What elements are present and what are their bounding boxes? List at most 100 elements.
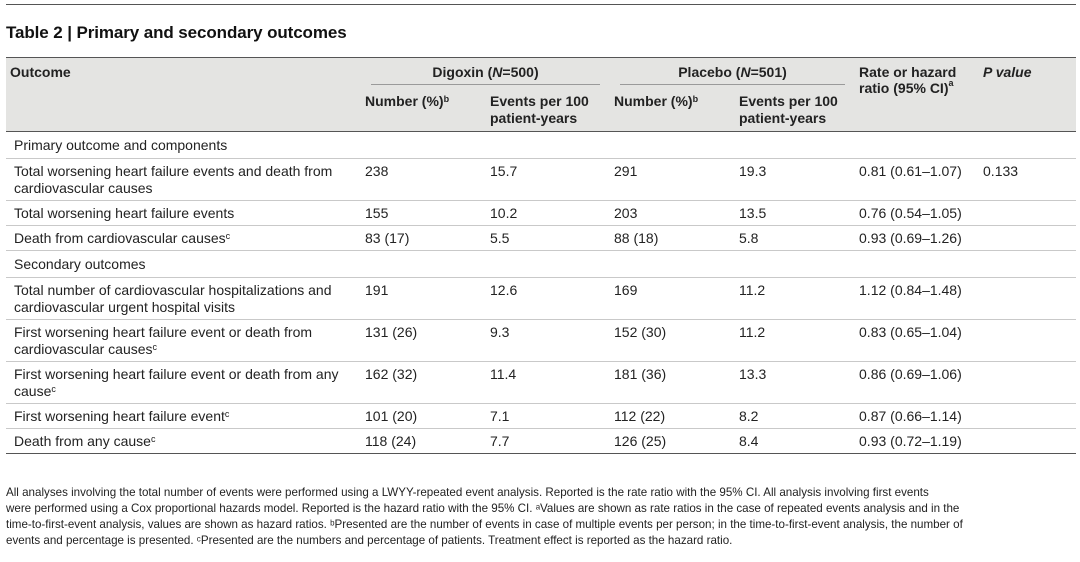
ratio-cell: 0.81 (0.61–1.07)	[855, 158, 980, 201]
ratio-cell: 1.12 (0.84–1.48)	[855, 277, 980, 320]
pvalue-cell	[979, 428, 1077, 454]
ratio-cell: 0.93 (0.69–1.26)	[855, 225, 980, 251]
footnote-marker: c	[224, 409, 230, 419]
header-ratio-label: Rate or hazard ratio (95% CI)	[859, 64, 957, 96]
outcome-cell: Total worsening heart failure events	[6, 200, 361, 226]
digoxin-events-cell: 10.2	[486, 200, 610, 226]
footnote-marker-b: b	[443, 94, 450, 104]
header-number-label: Number (%)	[614, 93, 693, 109]
footnote-line: were performed using a Cox proportional …	[6, 502, 960, 515]
digoxin-number-cell: 118 (24)	[361, 428, 486, 454]
digoxin-events-cell: 7.1	[486, 403, 610, 429]
ratio-cell: 0.76 (0.54–1.05)	[855, 200, 980, 226]
pvalue-cell	[979, 200, 1077, 226]
digoxin-events-cell: 15.7	[486, 158, 610, 201]
placebo-number-cell: 126 (25)	[610, 428, 735, 454]
header-pvalue: P value	[979, 57, 1077, 132]
header-placebo-group: Placebo (N=501)	[610, 57, 856, 91]
section-row: Secondary outcomes	[6, 250, 1077, 278]
placebo-events-cell: 8.2	[735, 403, 856, 429]
ratio-cell: 0.87 (0.66–1.14)	[855, 403, 980, 429]
outcome-label: First worsening heart failure event	[14, 408, 225, 424]
footnote-marker: c	[225, 231, 231, 241]
outcome-cell: Total number of cardiovascular hospitali…	[6, 277, 361, 320]
outcomes-table: Outcome Digoxin (N=500) Placebo (N=501) …	[6, 57, 1077, 454]
header-pvalue-label: P value	[983, 64, 1032, 80]
placebo-events-cell: 5.8	[735, 225, 856, 251]
table-body: Primary outcome and components Total wors…	[6, 131, 1077, 454]
table-row: Total worsening heart failure events 155 1…	[6, 200, 1077, 226]
footnote-marker-b: b	[692, 94, 699, 104]
table-title: Table 2 | Primary and secondary outcomes	[6, 23, 347, 42]
digoxin-events-cell: 5.5	[486, 225, 610, 251]
header-placebo-label: Placebo (N=501)	[620, 64, 846, 85]
placebo-events-cell: 11.2	[735, 277, 856, 320]
digoxin-number-cell: 101 (20)	[361, 403, 486, 429]
table-footnote: All analyses involving the total number …	[6, 485, 1072, 549]
table-row: First worsening heart failure event or d…	[6, 319, 1077, 362]
placebo-number-cell: 291	[610, 158, 735, 201]
table-row: Death from cardiovascular causesc 83 (17)…	[6, 225, 1077, 251]
table-row: First worsening heart failure eventc 101 …	[6, 403, 1077, 429]
outcomes-table-container: Outcome Digoxin (N=500) Placebo (N=501) …	[6, 57, 1077, 454]
digoxin-events-cell: 11.4	[486, 361, 610, 404]
placebo-events-cell: 8.4	[735, 428, 856, 454]
outcome-label: Death from cardiovascular causes	[14, 230, 226, 246]
pvalue-cell	[979, 225, 1077, 251]
section-row: Primary outcome and components	[6, 131, 1077, 159]
placebo-events-cell: 19.3	[735, 158, 856, 201]
placebo-number-cell: 112 (22)	[610, 403, 735, 429]
digoxin-number-cell: 155	[361, 200, 486, 226]
header-placebo-events: Events per 100 patient-years	[735, 91, 856, 132]
footnote-marker: c	[51, 384, 56, 394]
footnote-marker-a: a	[948, 78, 954, 88]
footnote-line: events and percentage is presented. ᶜPre…	[6, 534, 733, 547]
top-rule	[6, 4, 1076, 5]
header-digoxin-label: Digoxin (N=500)	[371, 64, 600, 85]
placebo-number-cell: 88 (18)	[610, 225, 735, 251]
outcome-label: Total worsening heart failure events and…	[14, 163, 333, 196]
digoxin-number-cell: 83 (17)	[361, 225, 486, 251]
pvalue-cell: 0.133	[979, 158, 1077, 201]
section-label: Secondary outcomes	[6, 250, 1077, 278]
footnote-line: All analyses involving the total number …	[6, 486, 929, 499]
digoxin-events-cell: 7.7	[486, 428, 610, 454]
footnote-line: time-to-first-event analysis, values are…	[6, 518, 963, 531]
outcome-cell: First worsening heart failure eventc	[6, 403, 361, 429]
outcome-label: First worsening heart failure event or d…	[14, 366, 339, 399]
placebo-events-cell: 13.3	[735, 361, 856, 404]
placebo-number-cell: 181 (36)	[610, 361, 735, 404]
placebo-number-cell: 169	[610, 277, 735, 320]
header-placebo-number: Number (%)b	[610, 91, 735, 132]
table-row: Death from any causec 118 (24) 7.7 126 (25)…	[6, 428, 1077, 454]
outcome-label: Total worsening heart failure events	[14, 205, 235, 221]
outcome-cell: Death from cardiovascular causesc	[6, 225, 361, 251]
placebo-events-cell: 11.2	[735, 319, 856, 362]
table-header: Outcome Digoxin (N=500) Placebo (N=501) …	[6, 57, 1077, 132]
section-label: Primary outcome and components	[6, 131, 1077, 159]
placebo-number-cell: 152 (30)	[610, 319, 735, 362]
table-row: Total worsening heart failure events and…	[6, 158, 1077, 201]
outcome-cell: Death from any causec	[6, 428, 361, 454]
outcome-cell: First worsening heart failure event or d…	[6, 319, 361, 362]
outcome-cell: First worsening heart failure event or d…	[6, 361, 361, 404]
table-row: Total number of cardiovascular hospitali…	[6, 277, 1077, 320]
pvalue-cell	[979, 361, 1077, 404]
header-ratio: Rate or hazard ratio (95% CI)a	[855, 57, 980, 132]
digoxin-number-cell: 162 (32)	[361, 361, 486, 404]
placebo-events-cell: 13.5	[735, 200, 856, 226]
header-outcome: Outcome	[6, 57, 361, 132]
outcome-label: Total number of cardiovascular hospitali…	[14, 282, 332, 315]
pvalue-cell	[979, 403, 1077, 429]
header-digoxin-number: Number (%)b	[361, 91, 486, 132]
digoxin-number-cell: 191	[361, 277, 486, 320]
outcome-label: First worsening heart failure event or d…	[14, 324, 313, 357]
outcome-cell: Total worsening heart failure events and…	[6, 158, 361, 201]
digoxin-events-cell: 12.6	[486, 277, 610, 320]
pvalue-cell	[979, 277, 1077, 320]
outcome-label: Death from any cause	[14, 433, 151, 449]
digoxin-number-cell: 131 (26)	[361, 319, 486, 362]
footnote-marker: c	[150, 434, 156, 444]
digoxin-number-cell: 238	[361, 158, 486, 201]
header-digoxin-group: Digoxin (N=500)	[361, 57, 610, 91]
